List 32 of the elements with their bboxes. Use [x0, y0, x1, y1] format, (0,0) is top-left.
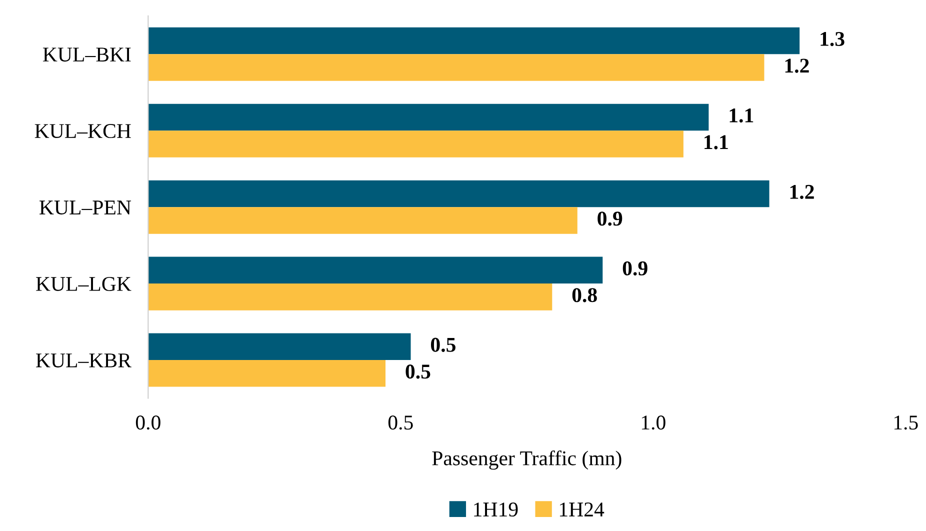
- bar: [148, 333, 411, 360]
- bar: [148, 54, 764, 81]
- bar: [148, 180, 770, 208]
- bar: [148, 284, 552, 310]
- data-label: 0.5: [406, 364, 430, 379]
- data-label: 1.3: [820, 32, 844, 46]
- y-tick-label: KUL–KCH: [34, 124, 131, 138]
- y-tick-label: KUL–KBR: [36, 354, 132, 368]
- data-label: 0.9: [622, 261, 648, 276]
- x-tick-label: 1.5: [894, 416, 918, 430]
- x-axis-title: Passenger Traffic (mn): [432, 450, 622, 470]
- data-label: 0.9: [598, 212, 622, 226]
- legend-label: 1H24: [560, 502, 604, 516]
- data-label: 1.1: [730, 108, 754, 123]
- bar: [148, 256, 603, 284]
- y-tick-label: KUL–BKI: [42, 48, 131, 62]
- x-tick-label: 0.5: [388, 416, 413, 430]
- bar: [148, 360, 386, 387]
- legend-label: 1H19: [474, 502, 518, 517]
- bar: [148, 207, 578, 234]
- data-label: 1.2: [785, 58, 809, 73]
- x-tick-label: 0.0: [136, 416, 160, 430]
- x-tick-label: 1.0: [642, 416, 666, 430]
- bar: [148, 130, 684, 158]
- data-label: 1.1: [704, 135, 728, 150]
- data-label: 0.5: [430, 338, 456, 352]
- y-tick-label: KUL–LGK: [36, 276, 132, 291]
- bar: [148, 27, 800, 54]
- data-label: 1.2: [790, 184, 814, 200]
- bar: [148, 104, 709, 131]
- data-label: 0.8: [572, 288, 597, 302]
- y-tick-label: KUL–PEN: [40, 200, 132, 215]
